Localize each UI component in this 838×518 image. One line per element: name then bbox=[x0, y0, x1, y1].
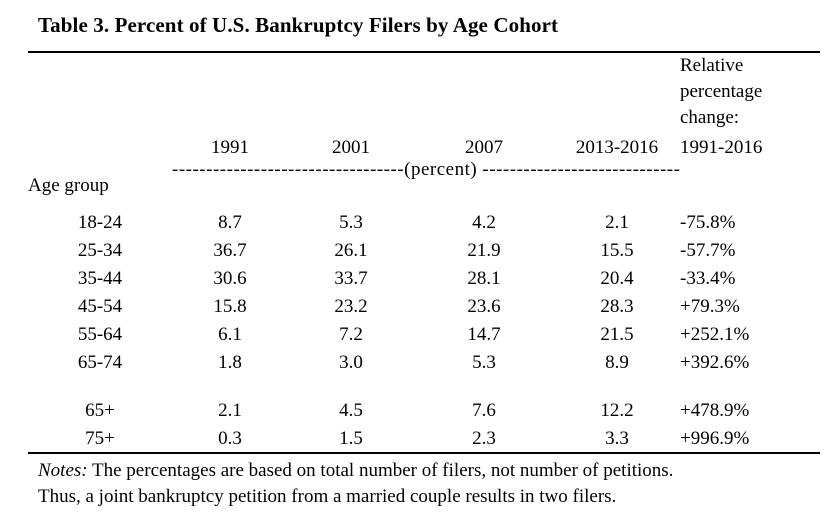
relative-header-line-1: Relative bbox=[680, 55, 744, 76]
empty-cell bbox=[414, 52, 554, 131]
value-cell-2007: 4.2 bbox=[472, 212, 496, 233]
empty-cell bbox=[680, 159, 820, 197]
value-cell-2001: 26.1 bbox=[334, 240, 368, 261]
col-header-1991-2016: 1991-2016 bbox=[680, 137, 763, 158]
table-row-45-54: 45-54 15.8 23.2 23.6 28.3 +79.3% bbox=[28, 293, 820, 321]
relative-header-line-3: change: bbox=[680, 107, 740, 128]
empty-cell bbox=[28, 52, 172, 131]
relative-change-cell: +252.1% bbox=[680, 324, 750, 345]
value-cell-2001: 4.5 bbox=[339, 400, 363, 421]
age-group-cell: 45-54 bbox=[77, 296, 123, 317]
col-header-2001: 2001 bbox=[332, 137, 370, 158]
value-cell-2007: 7.6 bbox=[472, 400, 496, 421]
value-cell-2001: 3.0 bbox=[339, 352, 363, 373]
year-header-row: 1991 2001 2007 2013-2016 1991-2016 bbox=[28, 131, 820, 159]
relative-change-cell: +392.6% bbox=[680, 352, 750, 373]
notes-label: Notes: bbox=[38, 460, 88, 481]
value-cell-2013-2016: 28.3 bbox=[600, 296, 634, 317]
table-row-75-plus: 75+ 0.3 1.5 2.3 3.3 +996.9% bbox=[28, 425, 820, 453]
value-cell-1991: 8.7 bbox=[218, 212, 242, 233]
notes: Notes: The percentages are based on tota… bbox=[38, 458, 820, 510]
relative-change-cell: +996.9% bbox=[680, 427, 750, 449]
col-header-2013-2016: 2013-2016 bbox=[575, 137, 659, 158]
age-group-cell: 25-34 bbox=[77, 240, 123, 261]
empty-cell bbox=[28, 197, 820, 209]
value-cell-1991: 0.3 bbox=[218, 427, 242, 449]
table-row-25-34: 25-34 36.7 26.1 21.9 15.5 -57.7% bbox=[28, 237, 820, 265]
age-group-cell: 65-74 bbox=[77, 352, 123, 373]
relative-header-line-2: percentage bbox=[680, 81, 763, 102]
bankruptcy-age-table: Relative percentage change: 1991 2001 20… bbox=[28, 51, 820, 454]
value-cell-2007: 28.1 bbox=[467, 268, 501, 289]
value-cell-2001: 7.2 bbox=[339, 324, 363, 345]
value-cell-2007: 21.9 bbox=[467, 240, 501, 261]
age-group-header-row: Age group ------------------------------… bbox=[28, 159, 820, 197]
empty-cell bbox=[28, 131, 172, 159]
table-title: Table 3. Percent of U.S. Bankruptcy File… bbox=[38, 13, 559, 37]
empty-cell bbox=[288, 52, 414, 131]
value-cell-1991: 30.6 bbox=[213, 268, 247, 289]
table-row-55-64: 55-64 6.1 7.2 14.7 21.5 +252.1% bbox=[28, 321, 820, 349]
value-cell-2001: 23.2 bbox=[334, 296, 368, 317]
value-cell-2007: 2.3 bbox=[472, 427, 496, 449]
value-cell-2001: 1.5 bbox=[339, 427, 363, 449]
spacer-row bbox=[28, 197, 820, 209]
spacer-row bbox=[28, 377, 820, 397]
value-cell-1991: 1.8 bbox=[218, 352, 242, 373]
value-cell-2001: 33.7 bbox=[334, 268, 368, 289]
value-cell-1991: 6.1 bbox=[218, 324, 242, 345]
value-cell-2007: 14.7 bbox=[467, 324, 501, 345]
relative-change-cell: -33.4% bbox=[680, 268, 736, 289]
relative-change-cell: +478.9% bbox=[680, 400, 750, 421]
table-row-65-plus: 65+ 2.1 4.5 7.6 12.2 +478.9% bbox=[28, 397, 820, 425]
value-cell-1991: 15.8 bbox=[213, 296, 247, 317]
col-header-2007: 2007 bbox=[465, 137, 503, 158]
notes-line-2: Thus, a joint bankruptcy petition from a… bbox=[38, 484, 820, 510]
relative-header-row: Relative percentage change: bbox=[28, 52, 820, 131]
value-cell-2013-2016: 3.3 bbox=[605, 427, 629, 449]
value-cell-2013-2016: 15.5 bbox=[600, 240, 634, 261]
value-cell-1991: 36.7 bbox=[213, 240, 247, 261]
percent-units-line: ----------------------------------(perce… bbox=[172, 159, 680, 180]
value-cell-2001: 5.3 bbox=[339, 212, 363, 233]
value-cell-2013-2016: 12.2 bbox=[600, 400, 634, 421]
age-group-cell: 35-44 bbox=[77, 268, 123, 289]
age-group-cell: 18-24 bbox=[77, 212, 123, 233]
age-group-cell: 55-64 bbox=[77, 324, 123, 345]
notes-line-1: Notes: The percentages are based on tota… bbox=[38, 458, 820, 484]
value-cell-2007: 23.6 bbox=[467, 296, 501, 317]
notes-text-1: The percentages are based on total numbe… bbox=[87, 460, 674, 481]
notes-text-2: Thus, a joint bankruptcy petition from a… bbox=[38, 486, 617, 507]
age-group-header: Age group bbox=[28, 175, 109, 196]
empty-cell bbox=[28, 377, 820, 397]
value-cell-2013-2016: 21.5 bbox=[600, 324, 634, 345]
value-cell-2013-2016: 8.9 bbox=[605, 352, 629, 373]
value-cell-2007: 5.3 bbox=[472, 352, 496, 373]
age-group-cell: 75+ bbox=[85, 427, 115, 449]
col-header-1991: 1991 bbox=[211, 137, 249, 158]
empty-cell bbox=[554, 52, 680, 131]
value-cell-2013-2016: 2.1 bbox=[605, 212, 629, 233]
empty-cell bbox=[172, 52, 288, 131]
relative-change-cell: -57.7% bbox=[680, 240, 736, 261]
value-cell-2013-2016: 20.4 bbox=[600, 268, 634, 289]
value-cell-1991: 2.1 bbox=[218, 400, 242, 421]
table-row-35-44: 35-44 30.6 33.7 28.1 20.4 -33.4% bbox=[28, 265, 820, 293]
relative-change-header: Relative percentage change: bbox=[680, 52, 820, 131]
relative-change-cell: -75.8% bbox=[680, 212, 736, 233]
table-row-65-74: 65-74 1.8 3.0 5.3 8.9 +392.6% bbox=[28, 349, 820, 377]
age-group-cell: 65+ bbox=[85, 400, 115, 421]
table-row-18-24: 18-24 8.7 5.3 4.2 2.1 -75.8% bbox=[28, 209, 820, 237]
relative-change-cell: +79.3% bbox=[680, 296, 740, 317]
